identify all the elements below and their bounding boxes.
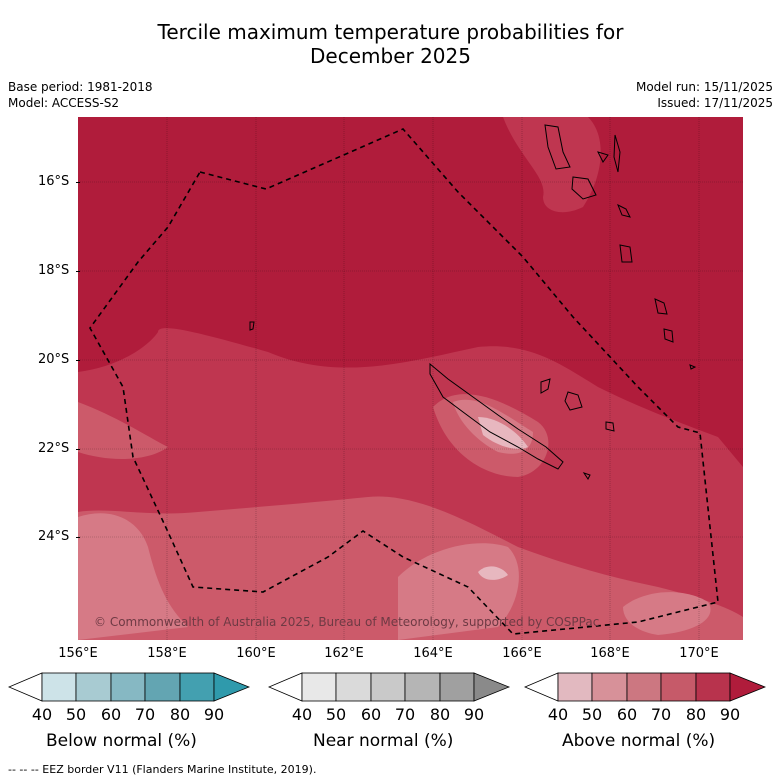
legend-above-colorbar — [524, 672, 766, 702]
legend-above-swatch-5 — [695, 672, 731, 702]
title-line-2: December 2025 — [310, 44, 471, 68]
lat-label-24s: 24°S — [38, 529, 80, 544]
copyright-text: © Commonwealth of Australia 2025, Bureau… — [94, 615, 599, 629]
legend-above-swatch-4 — [660, 672, 697, 702]
map-panel: © Commonwealth of Australia 2025, Bureau… — [78, 117, 743, 640]
legend-above-tick: 70 — [650, 705, 672, 724]
prob-region-60-70-west — [78, 402, 168, 459]
legend-near-tick: 80 — [429, 705, 451, 724]
prob-region-40-50-island — [478, 417, 528, 449]
prob-region-70-80-north — [503, 117, 601, 213]
legend-below-tick: 60 — [100, 705, 122, 724]
legend-below-label: Below normal (%) — [46, 731, 197, 751]
graticule — [78, 117, 743, 640]
new-caledonia — [429, 362, 564, 470]
lon-label-166e: 166°E — [502, 646, 542, 661]
legend-near-tick: 40 — [291, 705, 313, 724]
loyalty-island-1 — [540, 378, 551, 394]
lat-label-16s: 16°S — [38, 174, 80, 189]
legend-below-swatch-6 — [213, 672, 250, 702]
lon-label-164e: 164°E — [413, 646, 453, 661]
loyalty-island-3 — [605, 421, 615, 432]
title-line-1: Tercile maximum temperature probabilitie… — [157, 20, 624, 44]
prob-region-50-60-se — [623, 592, 711, 635]
legend-near-swatch-2 — [335, 672, 372, 702]
legend-below-swatch-2 — [75, 672, 112, 702]
eez-footer-note: -- -- -- EEZ border V11 (Flanders Marine… — [8, 763, 317, 776]
lon-label-158e: 158°E — [147, 646, 187, 661]
legend-below-tick: 70 — [134, 705, 156, 724]
vanuatu-south-island-3 — [654, 298, 668, 315]
vanuatu-espiritu-santo — [544, 124, 571, 170]
lon-label-168e: 168°E — [590, 646, 630, 661]
chesterfield-island — [249, 321, 255, 331]
map-title: Tercile maximum temperature probabilitie… — [0, 20, 781, 68]
isle-of-pines — [582, 472, 591, 480]
legend-near-tick: 70 — [394, 705, 416, 724]
lat-label-18s: 18°S — [38, 263, 80, 278]
legend-above-tick: 40 — [547, 705, 569, 724]
legend-near-swatch-6 — [473, 672, 510, 702]
eez-border — [89, 128, 719, 635]
legend-near-swatch-1 — [301, 672, 337, 702]
model-run-text: Model run: 15/11/2025 — [635, 80, 773, 94]
issued-text: Issued: 17/11/2025 — [657, 96, 773, 110]
legend-near-label: Near normal (%) — [313, 731, 454, 751]
legend-below-tick: 40 — [31, 705, 53, 724]
lat-label-22s: 22°S — [38, 441, 80, 456]
legend-above-swatch-1 — [557, 672, 593, 702]
legend-below-tick: 80 — [169, 705, 191, 724]
probability-map: © Commonwealth of Australia 2025, Bureau… — [78, 117, 743, 640]
meta-right: Model run: 15/11/2025 Issued: 17/11/2025 — [636, 79, 773, 111]
legend-below-tick: 50 — [65, 705, 87, 724]
vanuatu-south-island-1 — [617, 203, 631, 218]
legend-near-tick: 50 — [325, 705, 347, 724]
model-text: Model: ACCESS-S2 — [8, 96, 120, 110]
vanuatu-pentecost — [613, 134, 621, 173]
base-period-text: Base period: 1981-2018 — [8, 80, 153, 94]
lat-label-20s: 20°S — [38, 352, 80, 367]
legend-near-tick: 90 — [463, 705, 485, 724]
lon-label-160e: 160°E — [236, 646, 276, 661]
legend-below-colorbar — [8, 672, 250, 702]
legend-below-swatch-5 — [179, 672, 215, 702]
matthew-island — [689, 364, 697, 370]
legend-above-swatch-3 — [626, 672, 662, 702]
legend-above-tick: 50 — [581, 705, 603, 724]
lon-label-162e: 162°E — [324, 646, 364, 661]
legend-near-swatch-4 — [404, 672, 441, 702]
legend-below-tick: 90 — [203, 705, 225, 724]
legend-above-tick: 60 — [616, 705, 638, 724]
legend-near-swatch-3 — [370, 672, 406, 702]
prob-region-50-60 — [78, 513, 188, 640]
legend-near-colorbar — [268, 672, 510, 702]
legend-above-label: Above normal (%) — [562, 731, 716, 751]
prob-region-70-80-west — [153, 335, 208, 369]
legend-near-swatch-5 — [439, 672, 475, 702]
vanuatu-south-island-4 — [663, 328, 674, 343]
legend-near-tick: 60 — [360, 705, 382, 724]
legend-above-tick: 90 — [719, 705, 741, 724]
lon-label-156e: 156°E — [58, 646, 98, 661]
legend-above-swatch-2 — [591, 672, 628, 702]
legend-near-swatch-0 — [268, 672, 303, 702]
loyalty-island-2 — [564, 391, 583, 411]
lon-label-170e: 170°E — [679, 646, 719, 661]
vanuatu-south-island-2 — [619, 244, 633, 263]
vanuatu-efate — [597, 151, 609, 163]
vanuatu-malekula — [571, 176, 597, 200]
legend-above-swatch-6 — [729, 672, 766, 702]
prob-region-50-60-spot — [478, 566, 508, 580]
legend-below-swatch-1 — [41, 672, 77, 702]
legend-below-swatch-0 — [8, 672, 43, 702]
legend-below-swatch-4 — [144, 672, 181, 702]
legend-above-swatch-0 — [524, 672, 559, 702]
meta-left: Base period: 1981-2018 Model: ACCESS-S2 — [8, 79, 153, 111]
legend-above-tick: 80 — [685, 705, 707, 724]
legend-below-swatch-3 — [110, 672, 146, 702]
